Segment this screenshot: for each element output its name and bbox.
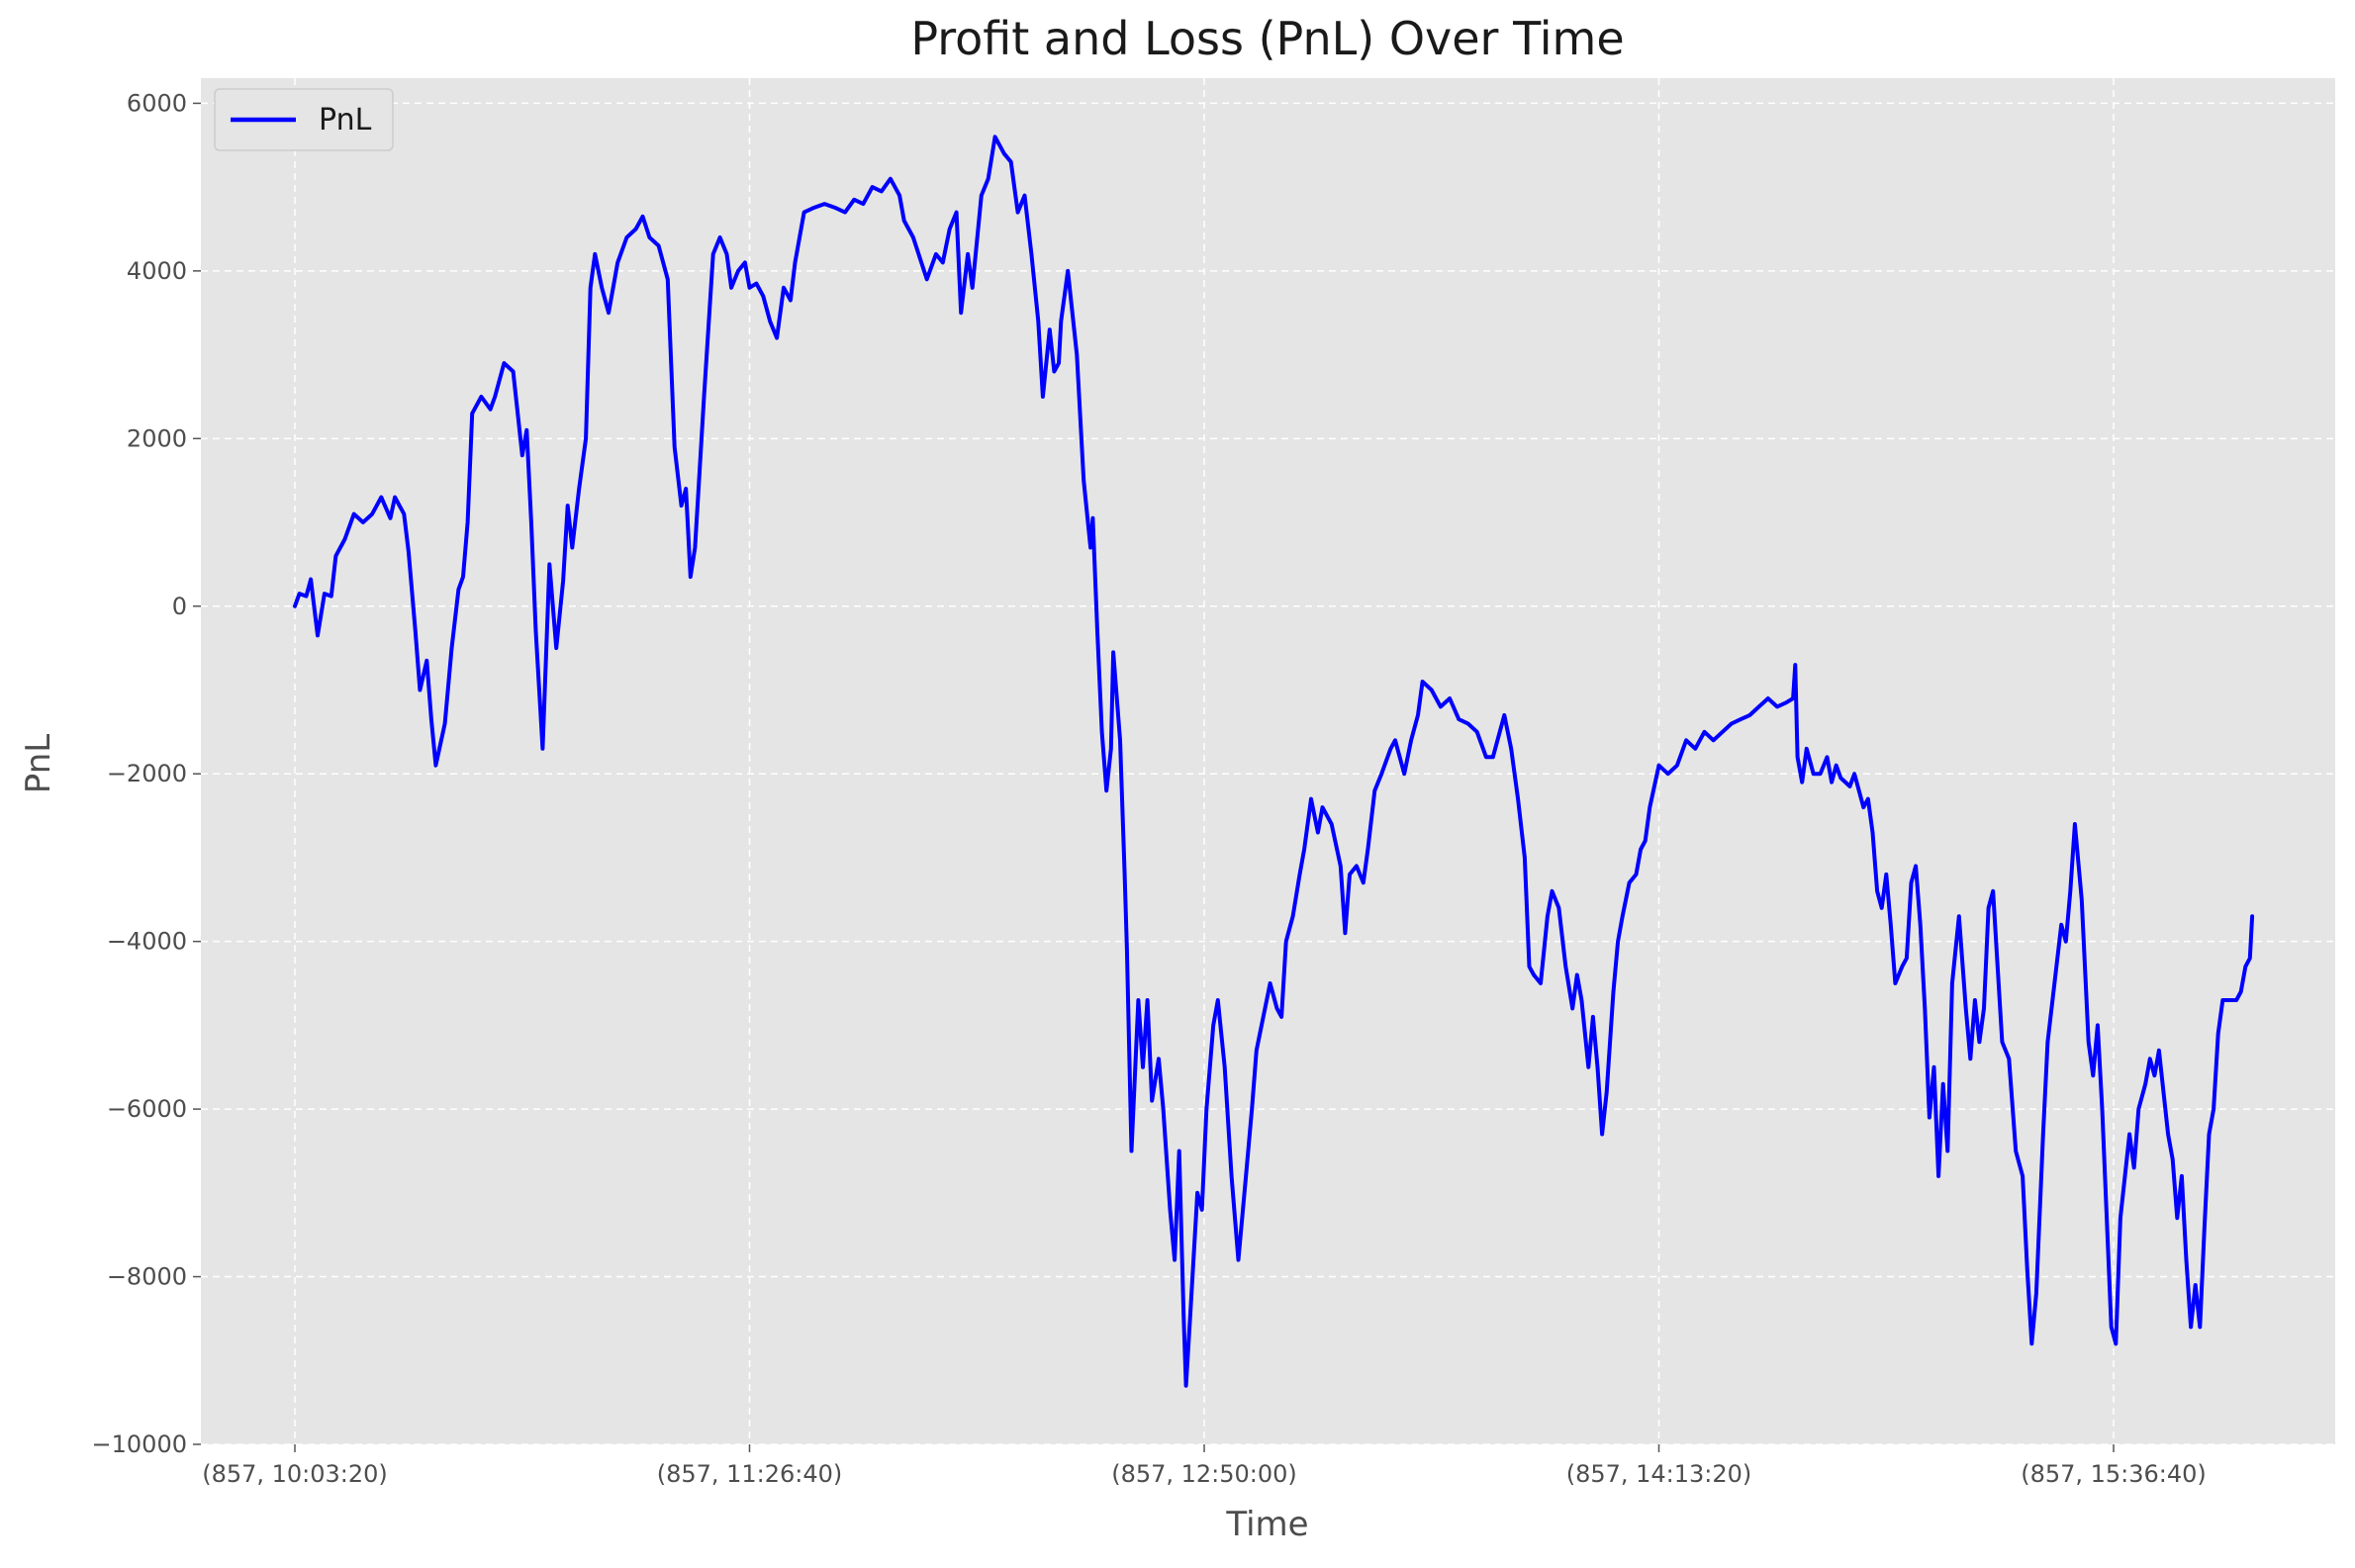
legend: PnL — [214, 88, 394, 151]
y-tick-label: −4000 — [107, 928, 187, 956]
plot-area — [201, 78, 2335, 1444]
x-tick-label: (857, 11:26:40) — [657, 1460, 843, 1488]
legend-label: PnL — [319, 103, 372, 138]
y-axis-ticks: −10000 −8000 −6000 −4000 −2000 0 2000 4000 6000 — [92, 89, 201, 1458]
x-tick-label: (857, 15:36:40) — [2021, 1460, 2207, 1488]
x-tick-label: (857, 10:03:20) — [202, 1460, 388, 1488]
y-tick-label: −2000 — [107, 760, 187, 787]
pnl-series-line — [293, 135, 2255, 1388]
series-group — [293, 135, 2255, 1388]
y-tick-label: 0 — [172, 593, 187, 620]
y-tick-label: −6000 — [107, 1095, 187, 1123]
x-axis-title: Time — [1225, 1505, 1308, 1544]
legend-box — [214, 88, 394, 151]
y-tick-label: 2000 — [127, 424, 187, 452]
x-axis-ticks: (857, 10:03:20) (857, 11:26:40) (857, 12:5… — [202, 1444, 2207, 1488]
x-tick-label: (857, 12:50:00) — [1111, 1460, 1297, 1488]
y-axis-title: PnL — [19, 734, 58, 793]
y-tick-label: −10000 — [92, 1430, 187, 1458]
y-tick-label: 6000 — [127, 89, 187, 117]
x-tick-label: (857, 14:13:20) — [1566, 1460, 1752, 1488]
grid-lines — [201, 78, 2335, 1445]
y-tick-label: −8000 — [107, 1263, 187, 1291]
y-tick-label: 4000 — [127, 257, 187, 285]
chart-title: Profit and Loss (PnL) Over Time — [910, 12, 1624, 65]
